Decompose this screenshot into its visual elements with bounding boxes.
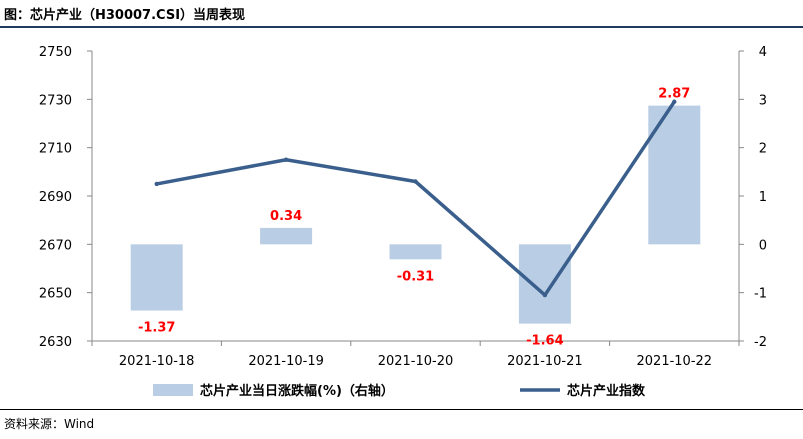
left-tick-label: 2690 — [39, 190, 72, 205]
labels-layer: -1.37 0.34 -0.31 -1.64 2.87 — [138, 87, 690, 349]
left-tick-label: 2650 — [39, 287, 72, 302]
index-point-2021-10-21 — [542, 292, 548, 298]
bar-data-label: 2.87 — [658, 87, 690, 102]
line-layer — [154, 99, 677, 298]
left-tick-label: 2670 — [39, 238, 72, 253]
index-point-2021-10-19 — [283, 157, 289, 162]
bars-layer — [130, 105, 701, 324]
combo-chart: 2630 2650 2670 2690 2710 2730 2750 -2 -1 0 1 2 3 4 202… — [39, 45, 767, 399]
bar-data-label: -1.64 — [526, 334, 563, 349]
index-point-2021-10-20 — [413, 179, 418, 184]
right-tick-label: 2 — [759, 142, 767, 157]
right-tick-label: 4 — [759, 45, 767, 60]
left-tick-label: 2750 — [39, 45, 72, 60]
right-tick-label: -1 — [754, 287, 767, 302]
left-tick-label: 2630 — [39, 335, 72, 350]
index-line — [156, 100, 676, 297]
bar-2021-10-21 — [518, 244, 571, 324]
bar-data-label: -0.31 — [397, 269, 434, 284]
bar-2021-10-19 — [260, 227, 313, 245]
legend-label-bars: 芯片产业当日涨跌幅(%)（右轴） — [200, 383, 394, 399]
chart-title: 图：芯片产业（H30007.CSI）当周表现 — [4, 8, 246, 23]
legend-label-line: 芯片产业指数 — [567, 383, 646, 399]
index-point-2021-10-22 — [672, 99, 677, 104]
x-tick-label: 2021-10-20 — [378, 354, 454, 369]
bar-2021-10-20 — [389, 244, 442, 260]
x-tick-label: 2021-10-18 — [119, 354, 195, 369]
source-note: 资料来源：Wind — [4, 417, 95, 431]
index-point-2021-10-18 — [154, 181, 159, 187]
left-tick-label: 2730 — [39, 93, 72, 108]
bar-2021-10-18 — [130, 244, 183, 311]
source-rule — [0, 409, 803, 410]
x-tick-label: 2021-10-22 — [637, 354, 713, 369]
bar-data-label: -1.37 — [138, 321, 175, 336]
legend: 芯片产业当日涨跌幅(%)（右轴） 芯片产业指数 — [153, 383, 646, 399]
title-rule — [0, 26, 803, 28]
right-tick-label: 3 — [759, 93, 767, 108]
right-tick-label: 0 — [759, 238, 767, 253]
x-tick-label: 2021-10-21 — [507, 354, 583, 369]
bar-data-label: 0.34 — [270, 209, 302, 224]
right-tick-label: -2 — [754, 335, 767, 350]
axes-layer: 2630 2650 2670 2690 2710 2730 2750 -2 -1 0 1 2 3 4 202… — [39, 45, 767, 369]
right-tick-label: 1 — [759, 190, 767, 205]
x-tick-label: 2021-10-19 — [248, 354, 324, 369]
left-tick-label: 2710 — [39, 142, 72, 157]
legend-swatch-bars — [153, 384, 193, 396]
